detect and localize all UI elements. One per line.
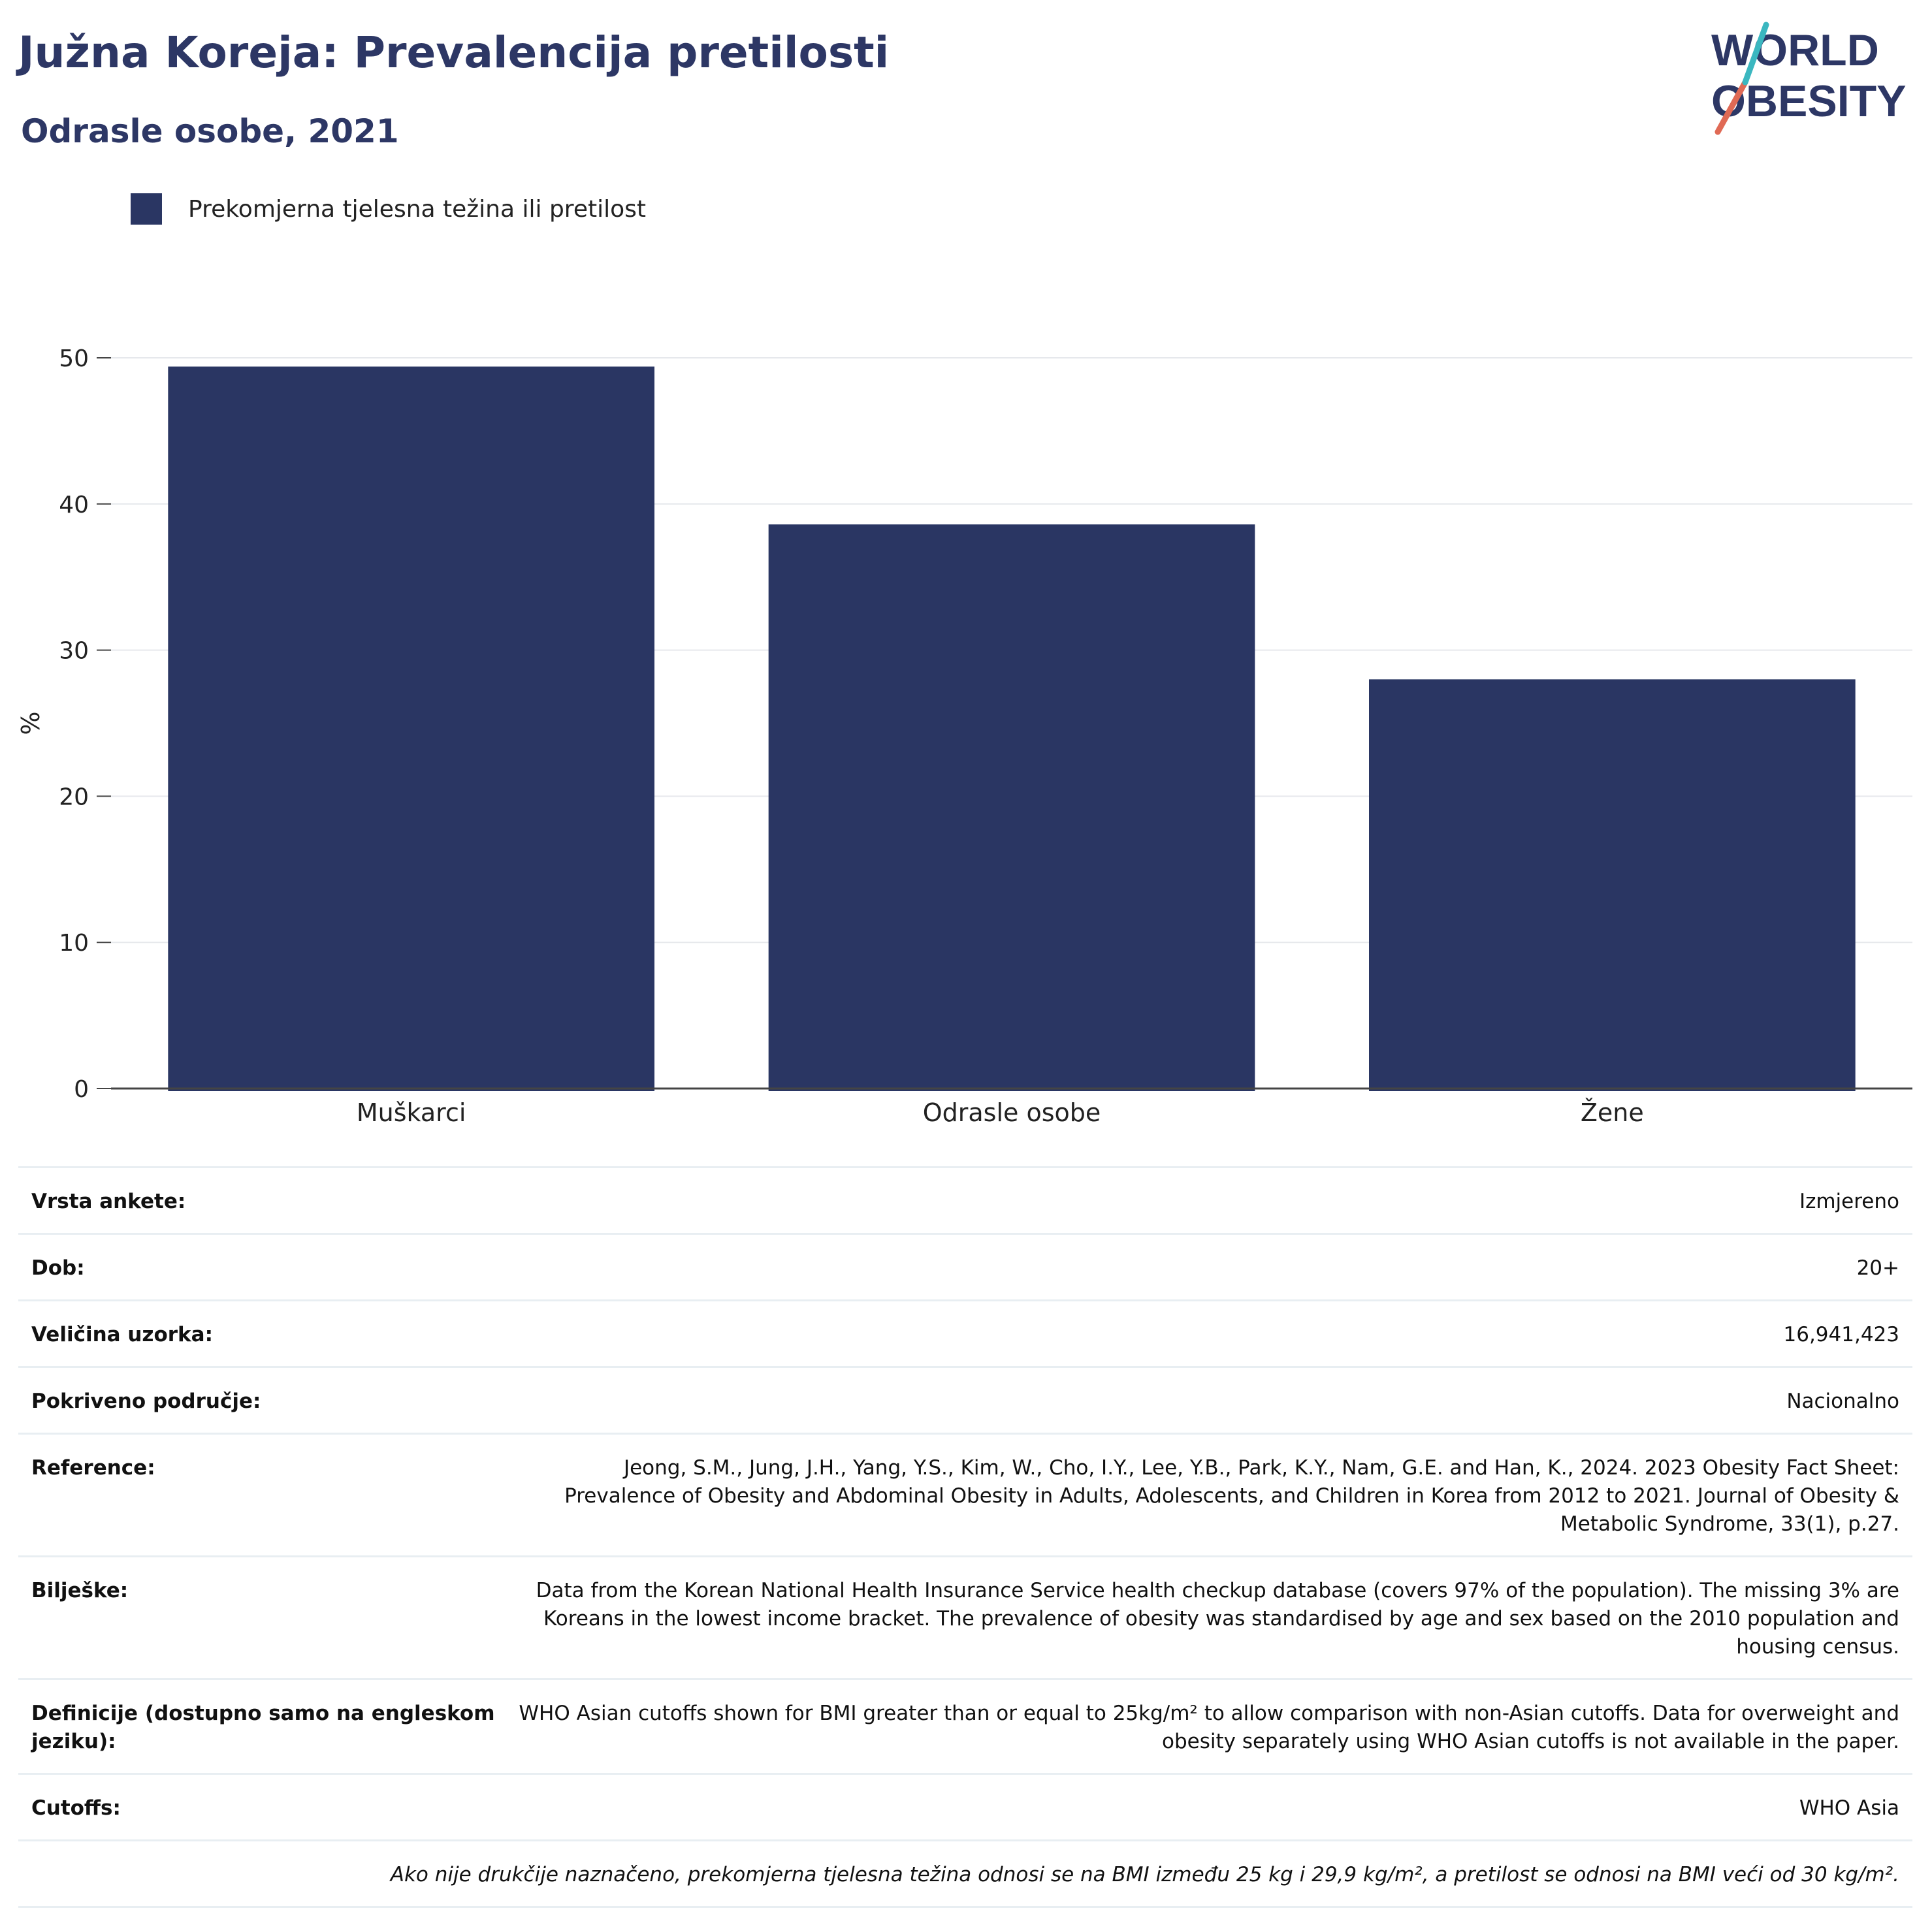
info-row: Veličina uzorka: 16,941,423	[18, 1299, 1912, 1366]
info-value: Nacionalno	[1786, 1390, 1899, 1413]
info-value: Izmjereno	[1799, 1190, 1899, 1213]
info-key: Cutoffs:	[31, 1796, 121, 1820]
info-key: Reference:	[31, 1456, 155, 1480]
x-tick-label: Odrasle osobe	[923, 1098, 1101, 1127]
info-value: WHO Asian cutoffs shown for BMI greater …	[519, 1702, 1899, 1753]
legend-label: Prekomjerna tjelesna težina ili pretilos…	[188, 195, 646, 223]
info-row: Vrsta ankete: Izmjereno	[18, 1166, 1912, 1233]
info-row: Dob: 20+	[18, 1233, 1912, 1299]
info-key: Veličina uzorka:	[31, 1323, 213, 1346]
info-key: Definicije (dostupno samo na engleskom j…	[31, 1702, 495, 1753]
y-tick-label: 10	[59, 930, 89, 957]
info-table: Vrsta ankete: Izmjereno Dob: 20+ Veličina uz…	[18, 1166, 1912, 1908]
y-tick-label: 50	[59, 345, 89, 372]
y-axis-label: %	[16, 711, 45, 735]
info-row: Pokriveno područje: Nacionalno	[18, 1366, 1912, 1433]
y-tick-label: 20	[59, 784, 89, 810]
x-tick-label: Žene	[1581, 1098, 1644, 1127]
svg-text:WORLD: WORLD	[1711, 25, 1879, 75]
info-key: Vrsta ankete:	[31, 1190, 186, 1213]
page-subtitle: Odrasle osobe, 2021	[21, 112, 399, 150]
info-value: 20+	[1856, 1256, 1899, 1280]
info-value: Jeong, S.M., Jung, J.H., Yang, Y.S., Kim…	[564, 1456, 1899, 1536]
footnote: Ako nije drukčije naznačeno, prekomjerna…	[390, 1863, 1899, 1886]
y-tick-label: 30	[59, 638, 89, 665]
info-key: Bilješke:	[31, 1579, 129, 1602]
info-row: Bilješke: Data from the Korean National H…	[18, 1555, 1912, 1678]
page-title: Južna Koreja: Prevalencija pretilosti	[18, 27, 890, 78]
svg-text:OBESITY: OBESITY	[1711, 76, 1907, 126]
legend-swatch	[131, 193, 162, 225]
x-tick-label: Muškarci	[357, 1098, 466, 1127]
y-tick-label: 40	[59, 492, 89, 518]
chart-legend: Prekomjerna tjelesna težina ili pretilos…	[131, 193, 646, 225]
bar	[168, 366, 654, 1091]
info-row: Definicije (dostupno samo na engleskom j…	[18, 1678, 1912, 1773]
bar-chart: 0 10 20 30 40 50% Muškarci Odrasle osobe Žene	[16, 345, 1912, 1127]
bar	[1369, 679, 1856, 1091]
world-obesity-logo: WORLD OBESITY	[1711, 22, 1907, 135]
info-value: 16,941,423	[1783, 1323, 1900, 1346]
info-value: Data from the Korean National Health Ins…	[536, 1579, 1899, 1659]
info-row: Reference: Jeong, S.M., Jung, J.H., Yang,…	[18, 1433, 1912, 1555]
y-tick-label: 0	[74, 1076, 89, 1103]
info-row: Cutoffs: WHO Asia	[18, 1773, 1912, 1839]
info-key: Pokriveno područje:	[31, 1390, 261, 1413]
bar	[768, 524, 1255, 1091]
footnote-row: Ako nije drukčije naznačeno, prekomjerna…	[18, 1839, 1912, 1908]
info-key: Dob:	[31, 1256, 85, 1280]
info-value: WHO Asia	[1799, 1796, 1899, 1820]
